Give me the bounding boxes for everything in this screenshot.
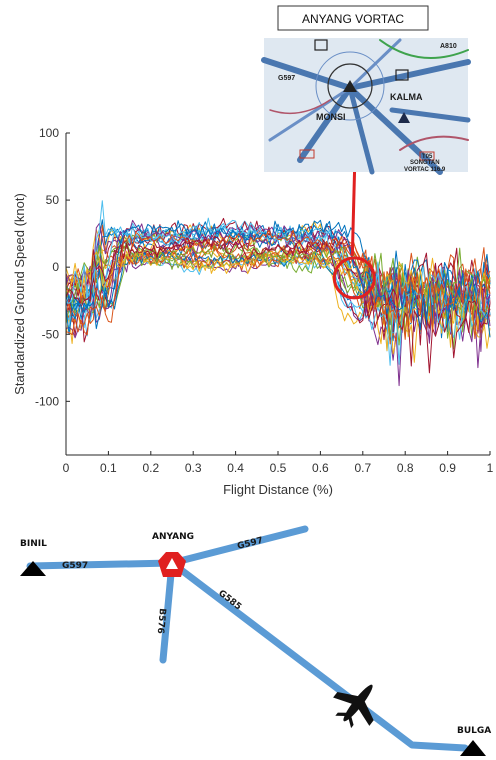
y-tick-label: 0: [52, 260, 59, 274]
x-tick-label: 1: [487, 461, 494, 475]
y-tick-label: 50: [46, 193, 60, 207]
x-axis-label: Flight Distance (%): [223, 482, 333, 497]
inset-label-songtan: SONGTAN: [410, 160, 440, 166]
anyang-vortac-icon: [158, 552, 186, 577]
x-tick-label: 0.6: [312, 461, 329, 475]
x-tick-label: 0.4: [227, 461, 244, 475]
series-line: [65, 250, 491, 345]
x-tick-label: 0.7: [354, 461, 371, 475]
x-tick-label: 0.9: [439, 461, 456, 475]
chart: 0 0.1 0.2 0.3 0.4 0.5 0.6 0.7 0.8 0.9 1 100 50 0 -50 -1…: [12, 92, 494, 497]
x-tick-label: 0.5: [270, 461, 287, 475]
y-tick-label: -100: [35, 394, 59, 408]
x-tick-label: 0: [63, 461, 70, 475]
inset-label-vortac: VORTAC 116.9: [404, 167, 446, 173]
route-label-b576: B576: [155, 608, 167, 634]
x-tick-label: 0.8: [397, 461, 414, 475]
inset-chart-lines: [261, 38, 471, 175]
inset-label-monsi: MONSI: [316, 112, 346, 122]
ticks-layer: 0 0.1 0.2 0.3 0.4 0.5 0.6 0.7 0.8 0.9 1 100 50 0 -50 -1…: [35, 126, 494, 475]
series-line: [65, 237, 491, 374]
inset-label-t05: T05: [422, 154, 433, 160]
inset-map: ANYANG VORTAC MONSI KALMA G597 SONGTAN: [261, 5, 471, 175]
x-tick-label: 0.2: [142, 461, 159, 475]
series-layer: [65, 200, 491, 387]
waypoint-label-binil: BINIL: [20, 539, 47, 549]
binil-triangle-icon: [20, 561, 46, 576]
y-axis-label: Standardized Ground Speed (knot): [12, 193, 27, 395]
series-line: [65, 229, 491, 340]
route-label-g597-west: G597: [62, 561, 88, 571]
bulga-triangle-icon: [460, 740, 486, 756]
inset-vortac-icon: [343, 80, 357, 92]
route-map: G597 G597 B576 G585 BINIL ANYANG BULGA: [20, 525, 491, 756]
route-g597-west: [26, 559, 176, 570]
airplane-icon: [333, 684, 374, 729]
y-tick-label: -50: [42, 327, 60, 341]
route-label-g597-east: G597: [236, 536, 264, 552]
annotation-circle: [332, 256, 376, 300]
inset-label-a810: A810: [440, 43, 457, 50]
inset-kalma-icon: [398, 112, 410, 123]
inset-label-g597: G597: [278, 75, 295, 82]
series-line: [65, 217, 491, 343]
route-b576: [159, 559, 176, 664]
route-g585: [168, 559, 469, 752]
series-line: [65, 233, 491, 346]
x-tick-label: 0.1: [100, 461, 117, 475]
inset-label-kalma: KALMA: [390, 92, 423, 102]
y-tick-label: 100: [39, 126, 59, 140]
route-g597-east: [168, 525, 309, 567]
inset-title-box: [277, 5, 429, 31]
x-tick-label: 0.3: [185, 461, 202, 475]
waypoint-label-anyang: ANYANG: [152, 532, 194, 542]
inset-title: ANYANG VORTAC: [302, 12, 404, 26]
waypoint-label-bulga: BULGA: [457, 726, 491, 736]
series-line: [65, 219, 491, 338]
